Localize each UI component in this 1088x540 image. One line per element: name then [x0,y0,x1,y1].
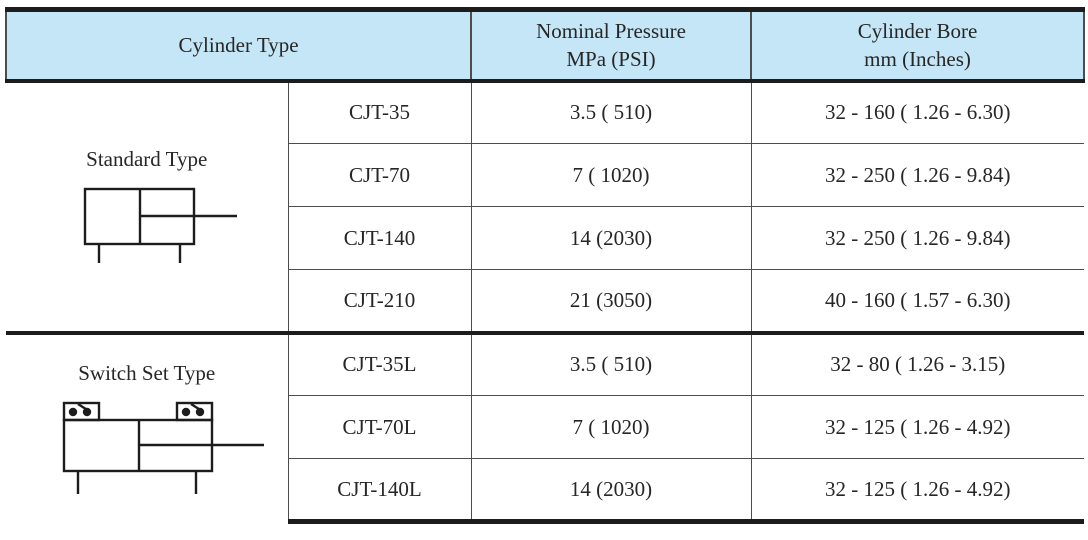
table-row: CJT-140L 14 (2030) 32 - 125 ( 1.26 - 4.9… [6,458,1085,524]
model-cell: CJT-35L [287,330,472,396]
model-cell: CJT-210 [287,269,472,333]
bore-cell: 40 - 160 ( 1.57 - 6.30) [750,269,1085,333]
header-nominal-pressure-line1: Nominal Pressure [536,18,686,43]
table-row: CJT-210 21 (3050) 40 - 160 ( 1.57 - 6.30… [6,269,1085,333]
standard-cylinder-diagram-icon [83,187,237,263]
pressure-cell: 3.5 ( 510) [470,330,752,396]
group-standard-label: Standard Type [86,147,208,171]
bore-cell: 32 - 125 ( 1.26 - 4.92) [750,395,1085,459]
table-header: Cylinder Type Nominal Pressure MPa (PSI)… [4,7,1086,83]
table-row: CJT-70L 7 ( 1020) 32 - 125 ( 1.26 - 4.92… [6,395,1085,459]
table-row: CJT-70 7 ( 1020) 32 - 250 ( 1.26 - 9.84) [6,143,1085,207]
group-switch-set-type: Switch Set Type [6,330,289,522]
model-cell: CJT-35 [287,80,472,144]
pressure-cell: 14 (2030) [470,458,752,524]
bore-cell: 32 - 250 ( 1.26 - 9.84) [750,206,1085,270]
header-cylinder-type-label: Cylinder Type [178,33,299,58]
group-standard-type: Standard Type [6,80,289,333]
model-cell: CJT-70 [287,143,472,207]
header-nominal-pressure-line2: MPa (PSI) [566,47,656,72]
bore-cell: 32 - 125 ( 1.26 - 4.92) [750,458,1085,524]
model-cell: CJT-140 [287,206,472,270]
bore-cell: 32 - 80 ( 1.26 - 3.15) [750,330,1085,396]
group-switch-inner: Switch Set Type [6,361,288,496]
header-nominal-pressure: Nominal Pressure MPa (PSI) [470,7,752,83]
pressure-cell: 14 (2030) [470,206,752,270]
table-row: Switch Set Type [6,330,1085,522]
bore-cell: 32 - 250 ( 1.26 - 9.84) [750,143,1085,207]
model-cell: CJT-140L [287,458,472,524]
group-switch-label: Switch Set Type [78,360,216,385]
group-standard-inner: Standard Type [6,147,288,266]
header-cylinder-bore-line1: Cylinder Bore [857,18,978,43]
bore-cell: 32 - 160 ( 1.26 - 6.30) [750,80,1085,144]
pressure-cell: 7 ( 1020) [470,143,752,207]
pressure-cell: 7 ( 1020) [470,395,752,459]
cylinder-spec-table: Cylinder Type Nominal Pressure MPa (PSI)… [4,7,1086,524]
header-cylinder-bore: Cylinder Bore mm (Inches) [750,7,1086,83]
table-row: Standard Type CJT-35 3.5 ( 510) 32 - 160… [6,80,1085,333]
switch-set-cylinder-diagram-icon [62,401,264,494]
pressure-cell: 3.5 ( 510) [470,80,752,144]
header-cylinder-type: Cylinder Type [4,7,472,83]
model-cell: CJT-70L [287,395,472,459]
pressure-cell: 21 (3050) [470,269,752,333]
header-cylinder-bore-line2: mm (Inches) [864,47,971,72]
